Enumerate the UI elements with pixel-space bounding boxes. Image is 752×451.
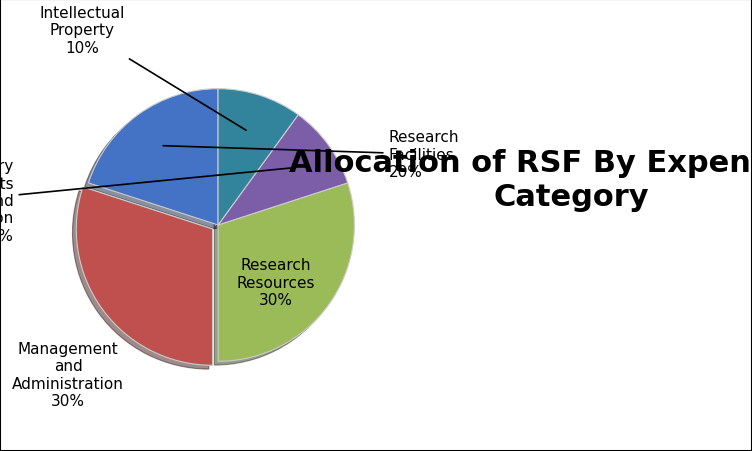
Text: Research
Facilities
20%: Research Facilities 20% bbox=[163, 130, 459, 179]
Text: Intellectual
Property
10%: Intellectual Property 10% bbox=[39, 6, 246, 131]
Wedge shape bbox=[89, 89, 218, 226]
Text: Management
and
Administration
30%: Management and Administration 30% bbox=[12, 341, 124, 408]
Text: Research
Resources
30%: Research Resources 30% bbox=[236, 258, 314, 308]
Wedge shape bbox=[218, 89, 299, 226]
Wedge shape bbox=[218, 184, 354, 362]
Wedge shape bbox=[218, 115, 347, 226]
Text: Regulatory
Requirements
and
Accreditation
10%: Regulatory Requirements and Accreditatio… bbox=[0, 159, 295, 243]
Wedge shape bbox=[76, 188, 213, 365]
Text: Allocation of RSF By Expenditure
Category: Allocation of RSF By Expenditure Categor… bbox=[289, 149, 752, 212]
